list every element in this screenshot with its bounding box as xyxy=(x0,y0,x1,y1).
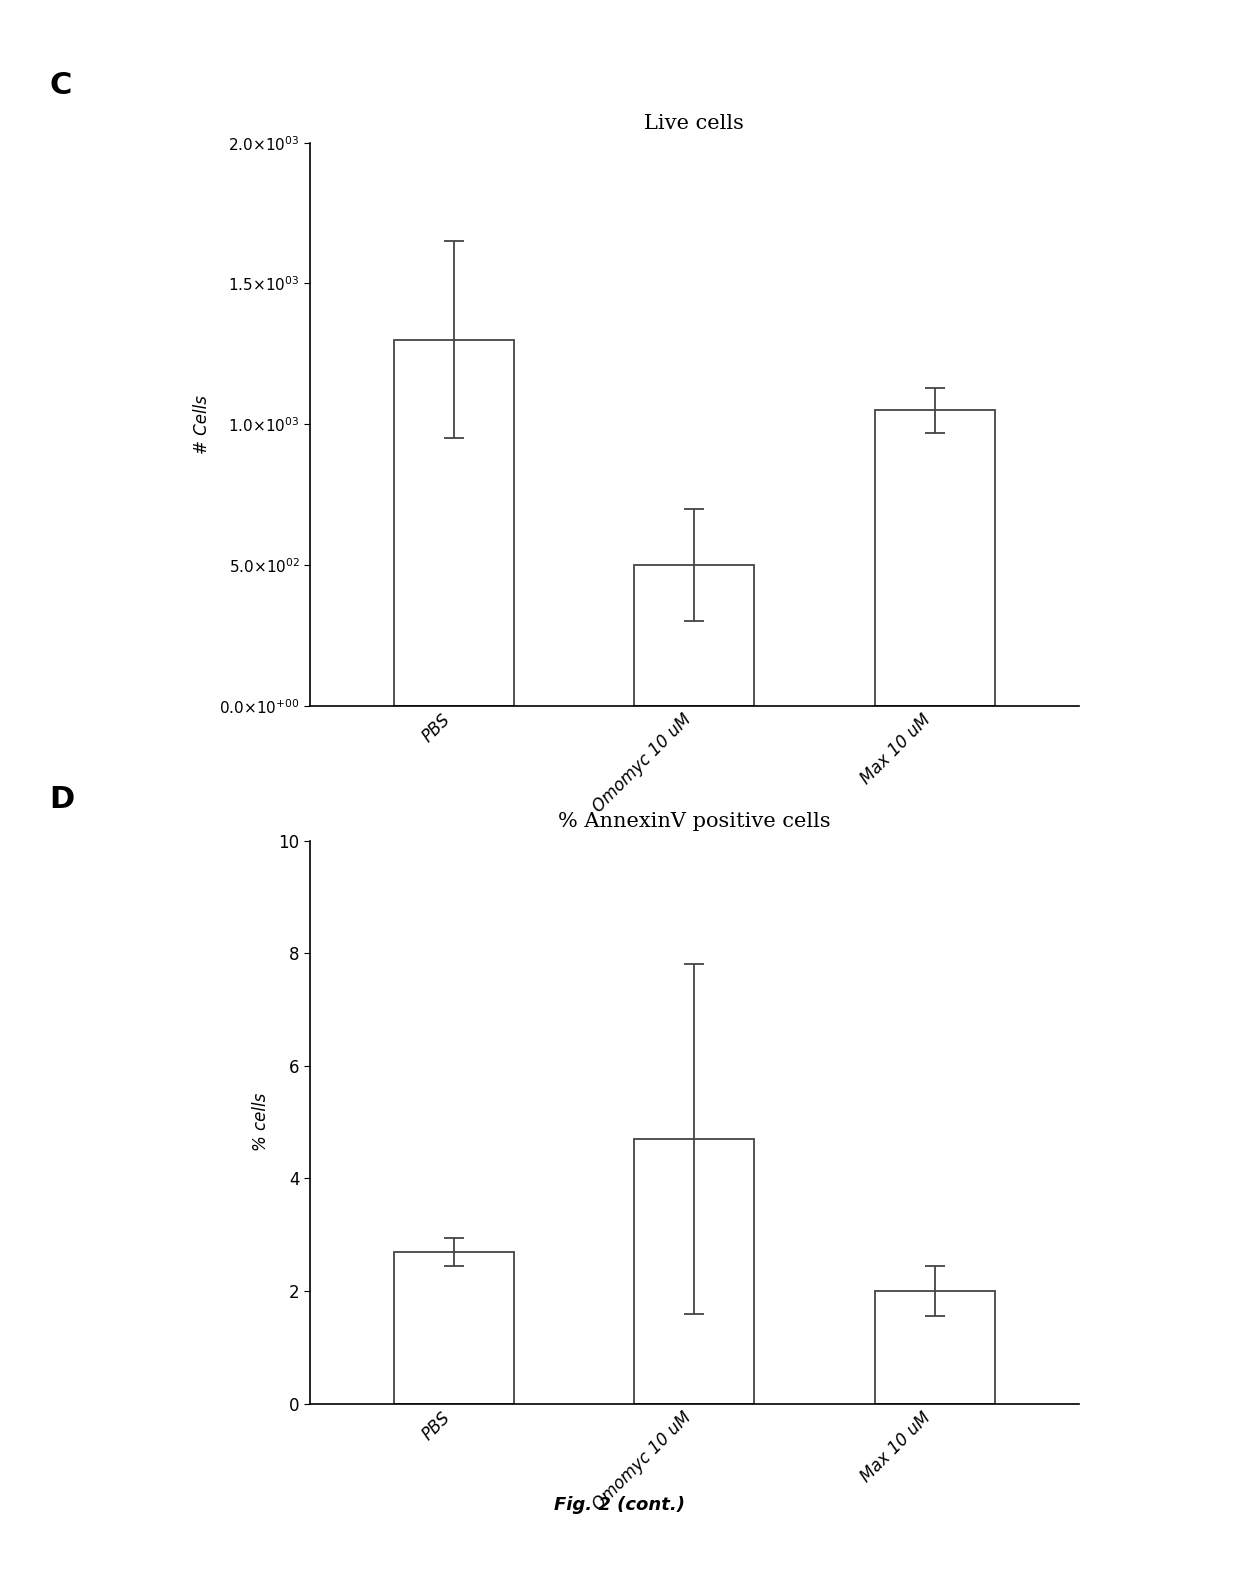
Text: Fig. 2 (cont.): Fig. 2 (cont.) xyxy=(554,1496,686,1515)
Y-axis label: % cells: % cells xyxy=(252,1093,270,1151)
Text: C: C xyxy=(50,71,72,100)
Bar xyxy=(635,565,754,706)
Bar xyxy=(394,1251,515,1404)
Title: % AnnexinV positive cells: % AnnexinV positive cells xyxy=(558,812,831,831)
Bar xyxy=(874,411,994,706)
Title: Live cells: Live cells xyxy=(645,114,744,133)
Y-axis label: # Cells: # Cells xyxy=(192,395,211,454)
Bar xyxy=(394,339,515,706)
Bar xyxy=(874,1291,994,1404)
Bar xyxy=(635,1139,754,1404)
Text: D: D xyxy=(50,785,74,814)
